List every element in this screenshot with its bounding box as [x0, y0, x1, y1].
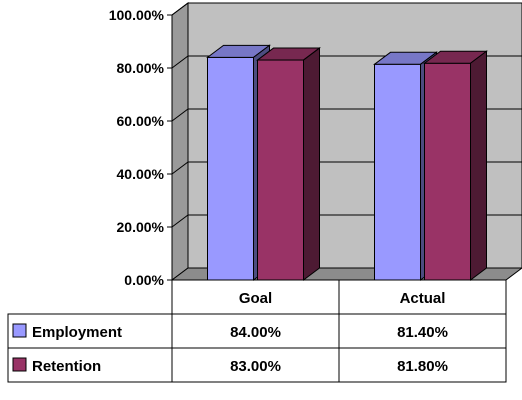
- bar-side-face: [470, 50, 487, 281]
- y-tick-label: 40.00%: [117, 166, 165, 182]
- x-category-label: Goal: [239, 290, 272, 307]
- data-table: Goal Actual Employment 84.00% 81.40% Retentio…: [7, 279, 507, 383]
- x-category-label: Actual: [400, 290, 446, 307]
- value-axis: 0.00% 20.00% 40.00% 60.00% 80.00% 100.00%: [109, 7, 173, 288]
- legend-label: Retention: [32, 358, 101, 375]
- data-label: 84.00%: [230, 324, 281, 341]
- y-tick-label: 80.00%: [117, 60, 165, 76]
- bar-retention-actual: [424, 62, 471, 281]
- y-tick-label: 20.00%: [117, 219, 165, 235]
- data-label: 83.00%: [230, 358, 281, 375]
- y-tick-label: 60.00%: [117, 113, 165, 129]
- legend-label: Employment: [32, 324, 122, 341]
- gridline: [171, 2, 522, 16]
- legend-swatch-employment: [12, 323, 27, 338]
- bar-retention-goal: [257, 59, 304, 281]
- bar-side-face: [303, 47, 320, 281]
- bar-employment-actual: [374, 63, 421, 281]
- bar-employment-goal: [207, 56, 254, 281]
- y-tick-label: 100.00%: [109, 7, 165, 23]
- bars: [206, 44, 488, 281]
- plot-side-wall: [171, 2, 189, 281]
- legend-swatch-retention: [12, 357, 27, 372]
- y-tick-label: 0.00%: [124, 272, 164, 288]
- data-label: 81.40%: [397, 324, 448, 341]
- data-label: 81.80%: [397, 358, 448, 375]
